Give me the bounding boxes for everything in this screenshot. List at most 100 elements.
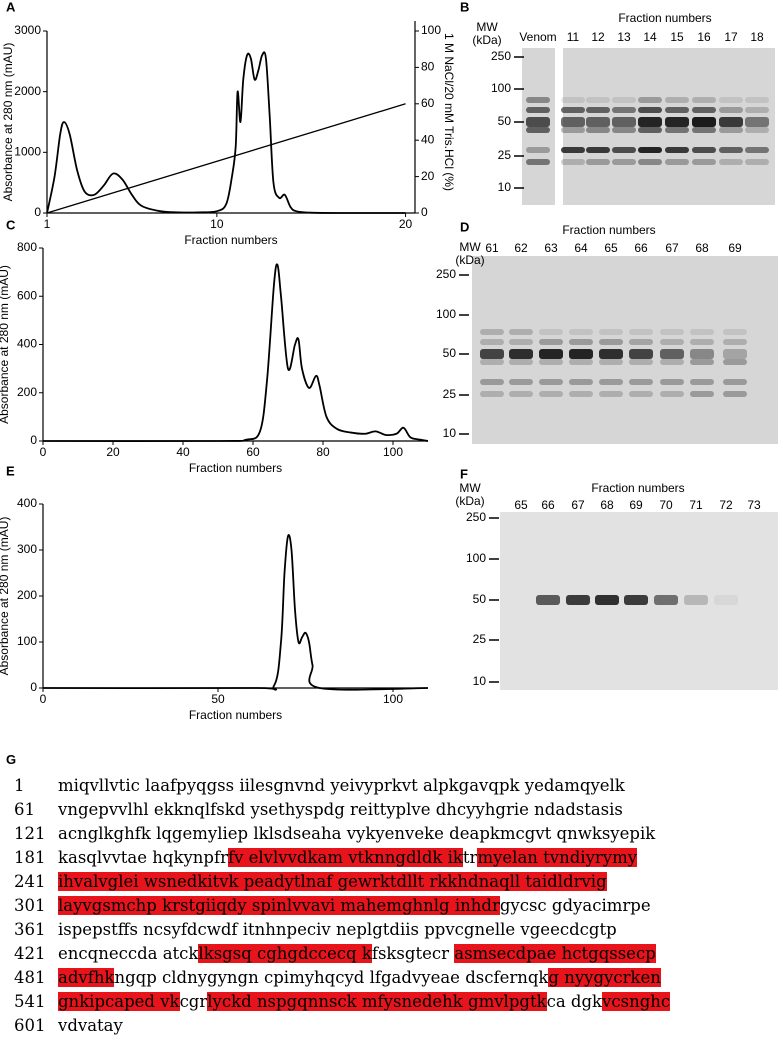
gel-band	[660, 329, 684, 335]
y-tick-label: 100	[17, 634, 37, 648]
gel-band	[586, 147, 610, 153]
gel-band	[599, 329, 623, 335]
residue-number: 361	[14, 920, 46, 939]
gel-band	[723, 379, 747, 385]
gel-band	[723, 339, 747, 345]
marker-label: 10	[498, 180, 512, 194]
gel-band	[612, 117, 636, 127]
sequence-line: 421 encqneccda atcklksgsq cghgdccecq kfsk…	[14, 942, 670, 966]
gel-band	[660, 379, 684, 385]
x-tick-label: 100	[383, 445, 403, 459]
gel-band	[599, 379, 623, 385]
sequence-line: 361 ispepstffs ncsyfdcwdf itnhnpeciv nepl…	[14, 918, 670, 942]
gel-band	[690, 391, 714, 397]
marker-label: 50	[498, 114, 512, 128]
gel-band	[569, 339, 593, 345]
gel-band	[638, 127, 662, 133]
gel-band	[509, 379, 533, 385]
marker-label: 250	[436, 267, 456, 281]
gel-band	[509, 329, 533, 335]
lane-label: 69	[629, 498, 643, 512]
gel-band	[539, 329, 563, 335]
y-tick-label: 0	[30, 433, 37, 447]
gel-band	[526, 127, 550, 133]
x-tick-label: 0	[40, 445, 47, 459]
gel-band	[692, 107, 716, 113]
y-axis-label: Absorbance at 280 nm (mAU)	[0, 265, 11, 424]
x-tick-label: 20	[106, 445, 120, 459]
residue-number: 1	[14, 776, 25, 795]
lane-label: 62	[514, 241, 528, 255]
gel-band	[526, 159, 550, 165]
gel-band	[599, 339, 623, 345]
x-tick-label: 0	[40, 692, 47, 706]
gel-band	[745, 107, 769, 113]
sequence-line: 121 acnglkghfk lqgemyliep lklsdseaha vyky…	[14, 822, 670, 846]
lane-label: 61	[485, 241, 499, 255]
marker-label: 250	[491, 49, 511, 63]
residue-number: 241	[14, 872, 46, 891]
sequence-segment: miqvllvtic laafpyqgss iilesgnvnd yeivypr…	[58, 776, 625, 795]
y-tick-label: 200	[17, 588, 37, 602]
sequence-segment: tr	[462, 848, 478, 867]
residue-number: 61	[14, 800, 35, 819]
lane-label: 63	[544, 241, 558, 255]
lane-label: 68	[695, 241, 709, 255]
gel-band	[586, 107, 610, 113]
sequence-segment: kasqlvvtae hqkynpfr	[58, 848, 228, 867]
mw-label: (kDa)	[472, 33, 501, 47]
gel-band	[561, 117, 585, 127]
lane-label: 70	[659, 498, 673, 512]
sequence-segment: ispepstffs ncsyfdcwdf itnhnpeciv neplgtd…	[58, 920, 617, 939]
gel-band	[660, 391, 684, 397]
lane-label: 65	[514, 498, 528, 512]
y-axis-label: Absorbance at 280 nm (mAU)	[0, 517, 11, 676]
sequence-line: 301 layvgsmchp krstgiiqdy spinlvvavi mahe…	[14, 894, 670, 918]
gel-band	[660, 349, 684, 359]
panel-label: E	[6, 463, 15, 478]
y-tick-label: 400	[17, 496, 37, 510]
x-axis-label: Fraction numbers	[189, 461, 282, 475]
gel-band	[526, 97, 550, 103]
marker-label: 25	[443, 387, 457, 401]
gel-band	[692, 97, 716, 103]
gel-band	[629, 359, 653, 365]
gel-band	[624, 595, 648, 605]
gel-band	[629, 339, 653, 345]
residue-number: 541	[14, 992, 46, 1011]
panel-label: B	[460, 0, 469, 14]
gel-band	[665, 127, 689, 133]
residue-number: 181	[14, 848, 46, 867]
x-axis-label: Fraction numbers	[189, 708, 282, 722]
gel-band	[719, 147, 743, 153]
sequence-segment: ngqp cldnygyngn cpimyhqcyd lfgadvyeae ds…	[114, 968, 549, 987]
marker-label: 100	[436, 307, 456, 321]
gel-band	[480, 379, 504, 385]
y2-tick-label: 80	[421, 60, 435, 74]
gel-band	[612, 107, 636, 113]
lane-label: 16	[697, 30, 711, 44]
gel-band	[480, 359, 504, 365]
sequence-segment: ca dgk	[546, 992, 603, 1011]
highlighted-peptide: advfhk	[58, 968, 115, 987]
gel-band	[561, 147, 585, 153]
lane-label: 68	[600, 498, 614, 512]
lane-label: 69	[728, 241, 742, 255]
gel-band	[692, 117, 716, 127]
mw-label: (kDa)	[455, 253, 484, 267]
gel-band	[745, 159, 769, 165]
gel-band	[638, 107, 662, 113]
panel-label: C	[6, 217, 16, 232]
mw-label: MW	[459, 240, 481, 254]
gel-band	[569, 359, 593, 365]
gel-band	[723, 391, 747, 397]
gel-band	[480, 329, 504, 335]
y2-tick-label: 20	[421, 169, 435, 183]
highlighted-peptide: ihvalvglei wsnedkitvk peadytlnaf gewrktd…	[58, 872, 607, 891]
y2-tick-label: 40	[421, 132, 435, 146]
gel-band	[745, 127, 769, 133]
residue-number: 121	[14, 824, 46, 843]
highlighted-peptide: asmsecdpae hctgqssecp	[454, 944, 656, 963]
